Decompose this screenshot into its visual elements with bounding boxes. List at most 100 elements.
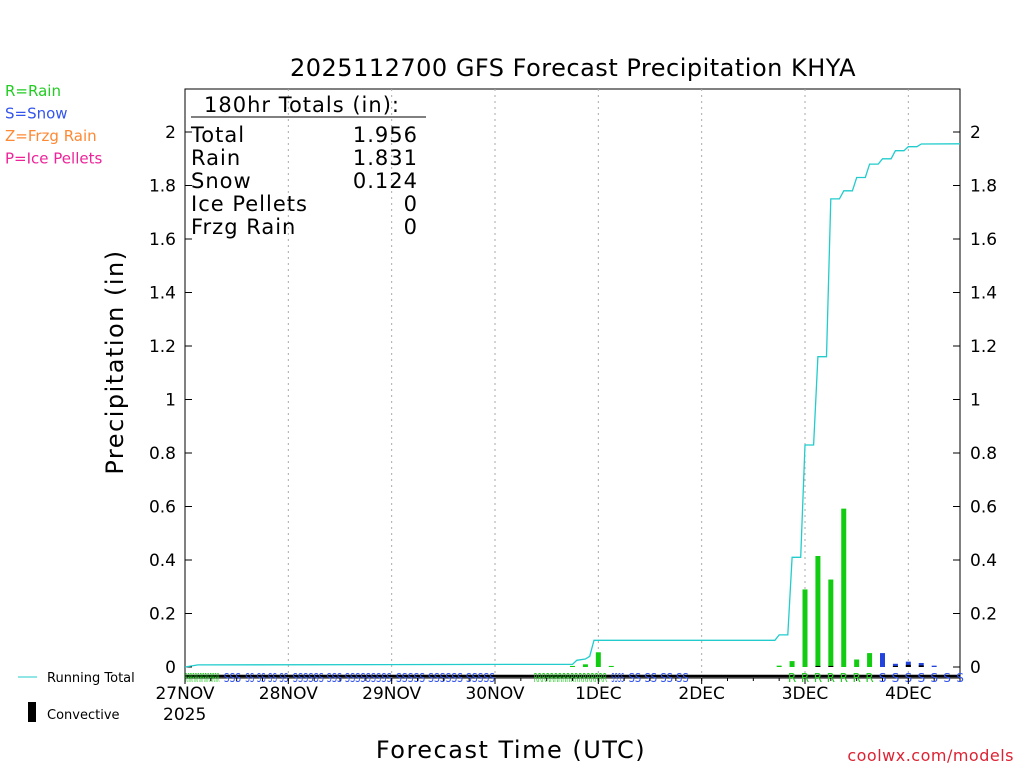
bar-precip-rain [595,652,601,667]
totals-row-label: Ice Pellets [191,192,308,216]
y-tick-label-left: 0.4 [149,551,176,571]
bar-precip-rain [841,508,847,667]
bar-precip-rain [789,661,795,667]
bar-precip-rain [854,659,860,667]
precip-bars [570,508,937,667]
chart-title: 2025112700 GFS Forecast Precipitation KH… [290,54,856,82]
y-tick-label-right: 1.2 [970,337,997,357]
y-axis-ticks: 0 00.2 0.20.4 0.40.6 0.60.8 0.81 11.2 1.21.4 1.4… [149,123,997,678]
bar-precip-snow [918,662,924,667]
bar-convective [828,665,834,667]
x-tick-label: 2DEC [678,684,725,704]
ptype-marker: R [788,671,796,685]
totals-row-label: Snow [191,169,252,193]
bar-precip-rain [815,555,821,667]
ptype-strip-segment: SS SS SS SS [245,671,288,685]
y-tick-label-right: 1.4 [970,284,997,304]
y-tick-label-right: 2 [970,123,981,143]
totals-header: 180hr Totals (in): [204,93,400,117]
bar-convective [892,665,898,667]
x-axis-label: Forecast Time (UTC) [376,736,646,764]
bar-precip-rain [582,664,588,667]
bar-precip-rain [828,579,834,667]
x-tick-label: 4DEC [885,684,932,704]
x-tick-label: 30NOV [465,684,524,704]
x-tick-label: 3DEC [782,684,829,704]
ptype-legend-item: S=Snow [5,105,68,123]
year-label: 2025 [163,705,206,725]
bar-convective [918,665,924,667]
running-total-path [184,143,961,668]
y-tick-label-right: 1.8 [970,177,997,197]
ptype-strip-segment: RRRRRRRRRRRRRR [185,671,219,685]
convective-swatch [28,702,36,722]
ptype-strip-segment: SS SS SS SS [628,671,688,685]
y-tick-label-left: 0.8 [149,444,176,464]
convective-legend: Convective [47,708,120,723]
running-total-line [184,143,961,668]
y-tick-label-left: 0.2 [149,605,176,625]
ptype-strip-segment: RRRRRRRRRRRRRRRRRR [534,671,607,685]
bar-precip-rain [776,665,782,667]
bar-precip-snow [880,653,885,667]
ptype-strip-segment: SSSSS SSSSSS SSSSS [396,671,495,685]
y-tick-label-right: 1 [970,391,981,411]
totals-row-value: 1.831 [353,146,418,170]
y-tick-label-right: 0.2 [970,605,997,625]
x-tick-label: 27NOV [155,684,214,704]
ptype-legend-item: P=Ice Pellets [5,150,102,168]
bar-convective [815,665,821,667]
bar-precip-snow [892,663,898,667]
ptype-marker: R [814,671,822,685]
y-axis-label: Precipitation (in) [101,249,129,474]
y-tick-label-left: 1.4 [149,284,176,304]
x-tick-label: 29NOV [362,684,421,704]
y-tick-label-left: 0 [165,658,176,678]
bar-precip-snow [931,665,937,667]
bar-precip-rain [570,665,575,667]
ptype-strip-segment: SSSS [611,671,624,685]
y-tick-label-left: 1.2 [149,337,176,357]
bar-precip-rain [608,665,614,667]
totals-row-value: 1.956 [353,123,418,147]
bar-precip-rain [867,653,873,667]
bar-precip-rain [802,589,808,667]
x-tick-label: 1DEC [575,684,622,704]
ptype-legend: R=Rain S=Snow Z=Frzg Rain P=Ice Pellets [5,82,102,168]
ptype-marker: R [865,671,873,685]
totals-row-value: 0 [404,215,418,239]
totals-row-value: 0 [404,192,418,216]
totals-row-value: 0.124 [353,169,418,193]
y-tick-label-right: 0.4 [970,551,997,571]
y-tick-label-left: 2 [165,123,176,143]
ptype-legend-item: R=Rain [5,82,61,100]
y-tick-label-left: 1.8 [149,177,176,197]
y-tick-label-right: 1.6 [970,230,997,250]
ptype-strip-segment: SSS [224,671,241,685]
ptype-marker: S [892,671,900,685]
running-total-legend: Running Total [47,671,135,686]
y-tick-label-left: 1.6 [149,230,176,250]
totals-row-label: Rain [191,146,241,170]
bar-precip-snow [905,661,911,667]
ptype-marker: S [917,671,925,685]
ptype-legend-item: Z=Frzg Rain [5,127,97,145]
ptype-strip-segment: SSSSSS SSS SSSSSSSSS [293,671,392,685]
x-axis-ticks: 27NOV 28NOV 29NOV 30NOV 1DEC 2DEC 3DEC 4DEC [155,678,961,704]
ptype-marker: R [840,671,848,685]
y-tick-label-right: 0 [970,658,981,678]
x-tick-label: 28NOV [259,684,318,704]
totals-row-label: Total [190,123,245,147]
bar-convective [905,664,911,667]
y-tick-label-right: 0.6 [970,498,997,518]
totals-row-label: Frzg Rain [191,215,296,239]
ptype-strip: RRRRRRRRRRRRRR SSS SS SS SS SS SSSSSS SSS S… [185,671,964,685]
y-tick-label-left: 1 [165,391,176,411]
y-tick-label-right: 0.8 [970,444,997,464]
totals-box: 180hr Totals (in): Total 1.956 Rain 1.831 Sn… [190,93,426,239]
watermark: coolwx.com/models [847,746,1014,765]
gridlines [287,89,909,678]
y-tick-label-left: 0.6 [149,498,176,518]
ptype-marker: S [943,671,951,685]
